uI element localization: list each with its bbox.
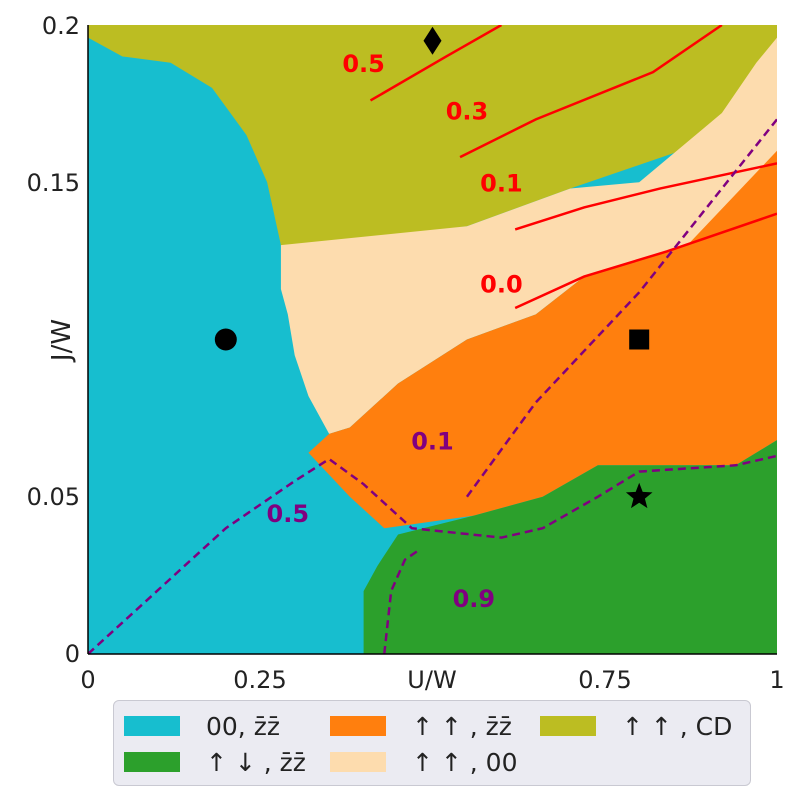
- phase-region-uu_00: [280, 37, 777, 434]
- red-contour-label-3: 0.0: [480, 270, 523, 298]
- star-marker: [625, 482, 653, 509]
- phase-diagram-chart: 0.5 0.3 0.1 0.0 0.1 0.5 0.9 0 0.25 U/W 0.75 1 …: [27, 12, 785, 694]
- x-tick-0: 0: [80, 666, 95, 694]
- purple-contour-label-0: 0.1: [411, 428, 454, 456]
- x-tick-2: U/W: [407, 666, 456, 694]
- x-tick-4: 1: [769, 666, 784, 694]
- legend-label-00-zz: 00, z̄z̄: [206, 711, 280, 741]
- purple-contour-label-1: 0.5: [267, 500, 310, 528]
- legend-swatch-uu-cd: [540, 716, 596, 736]
- phase-region-ud_zz: [363, 440, 777, 654]
- purple-contour-1: [88, 454, 777, 654]
- diamond-marker: [423, 26, 442, 55]
- x-tick-1: 0.25: [233, 666, 286, 694]
- legend-swatch-uu-00: [330, 752, 386, 772]
- red-contour-label-2: 0.1: [480, 170, 523, 198]
- phase-regions: [88, 25, 777, 654]
- red-contour-label-0: 0.5: [342, 50, 385, 78]
- legend-label-uu-zz: ↑ ↑ , z̄z̄: [412, 711, 512, 741]
- red-contour-1: [459, 25, 723, 159]
- y-tick-0: 0: [65, 640, 80, 668]
- red-contour-0: [369, 25, 503, 102]
- axes: 0 0.25 U/W 0.75 1 0 0.05 0.15 0.2 J/W: [27, 12, 785, 694]
- y-tick-4: 0.2: [42, 12, 80, 40]
- legend-label-uu-00: ↑ ↑ , 00: [412, 747, 518, 777]
- square-marker: [629, 329, 650, 350]
- purple-contour-label-2: 0.9: [453, 585, 496, 613]
- legend-swatch-uu-zz: [330, 716, 386, 736]
- phase-region-uu_cd: [88, 25, 777, 252]
- legend-item-uu-00: ↑ ↑ , 00: [330, 745, 518, 779]
- legend-item-ud-zz: ↑ ↓ , z̄z̄: [124, 745, 306, 779]
- purple-contour-0: [465, 118, 777, 498]
- red-contour-3: [514, 212, 777, 310]
- x-tick-3: 0.75: [578, 666, 631, 694]
- legend-swatch-00-zz: [124, 716, 180, 736]
- y-tick-1: 0.05: [27, 483, 80, 511]
- legend: 00, z̄z̄ ↑ ↓ , z̄z̄ ↑ ↑ , z̄z̄ ↑ ↑ , 00 …: [113, 700, 751, 786]
- red-contour-2: [514, 162, 777, 231]
- y-tick-3: 0.15: [27, 169, 80, 197]
- legend-item-00-zz: 00, z̄z̄: [124, 709, 280, 743]
- circle-marker: [214, 328, 237, 351]
- legend-label-uu-cd: ↑ ↑ , CD: [622, 711, 733, 741]
- contour-labels: 0.5 0.3 0.1 0.0 0.1 0.5 0.9: [267, 50, 523, 613]
- contour-lines: [88, 25, 777, 654]
- legend-item-uu-cd: ↑ ↑ , CD: [540, 709, 732, 743]
- point-markers: [214, 26, 653, 509]
- legend-swatch-ud-zz: [124, 752, 180, 772]
- y-axis-label: J/W: [47, 319, 77, 363]
- red-contour-label-1: 0.3: [446, 97, 489, 125]
- legend-item-uu-zz: ↑ ↑ , z̄z̄: [330, 709, 512, 743]
- phase-region-uu_zz: [308, 150, 777, 529]
- purple-contour-2: [383, 549, 420, 654]
- legend-label-ud-zz: ↑ ↓ , z̄z̄: [206, 747, 306, 777]
